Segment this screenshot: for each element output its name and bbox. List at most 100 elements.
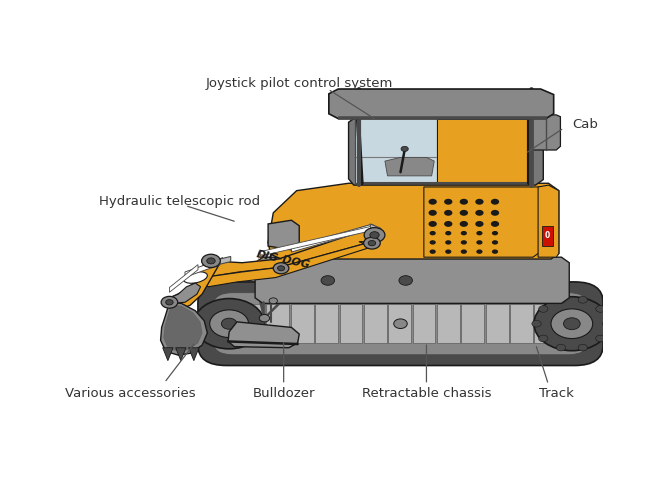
Bar [486,304,509,343]
Circle shape [476,250,482,254]
Circle shape [429,240,436,245]
Circle shape [165,300,173,305]
Circle shape [444,199,452,204]
Polygon shape [348,117,543,185]
Text: Track: Track [539,387,574,400]
Polygon shape [163,348,173,360]
Circle shape [460,221,468,227]
Bar [340,304,362,343]
Circle shape [475,210,484,216]
Bar [315,304,338,343]
Polygon shape [163,305,202,351]
Circle shape [491,210,499,216]
Circle shape [475,199,484,204]
Circle shape [461,240,467,245]
Circle shape [532,320,541,327]
Polygon shape [200,241,372,287]
Polygon shape [385,157,434,176]
Bar [535,304,557,343]
Polygon shape [228,322,299,348]
Circle shape [460,210,468,216]
Polygon shape [437,119,531,183]
Polygon shape [268,220,299,250]
Circle shape [556,297,565,303]
Text: Cab: Cab [572,118,598,131]
Bar [510,304,533,343]
Circle shape [461,250,467,254]
Bar [542,226,553,246]
Circle shape [429,221,437,227]
Bar [291,304,314,343]
Circle shape [491,221,499,227]
Circle shape [394,319,407,328]
Polygon shape [161,302,207,355]
Circle shape [539,306,548,312]
Circle shape [444,221,452,227]
Circle shape [445,231,452,235]
Circle shape [429,199,437,204]
Circle shape [534,297,610,351]
Bar [437,304,460,343]
Circle shape [492,231,498,235]
Circle shape [563,318,580,330]
Text: 🐾: 🐾 [256,253,263,263]
FancyBboxPatch shape [213,293,588,355]
Circle shape [445,240,452,245]
Circle shape [492,240,498,245]
Polygon shape [531,115,560,150]
Circle shape [269,298,277,304]
Circle shape [277,266,285,271]
Circle shape [210,310,249,337]
Polygon shape [185,260,220,277]
Circle shape [364,237,381,249]
Circle shape [429,250,436,254]
Polygon shape [255,257,570,303]
Circle shape [161,296,178,308]
Ellipse shape [184,272,207,283]
Circle shape [273,263,289,274]
Text: Bulldozer: Bulldozer [253,387,315,400]
Polygon shape [168,283,200,303]
Circle shape [369,240,376,246]
Circle shape [202,254,220,267]
Circle shape [556,344,565,351]
Text: Joystick pilot control system: Joystick pilot control system [206,77,393,90]
Circle shape [444,210,452,216]
Circle shape [445,250,452,254]
Bar [389,304,411,343]
Polygon shape [291,225,371,252]
Circle shape [207,258,215,264]
Circle shape [602,320,612,327]
Bar [413,304,436,343]
Circle shape [461,231,467,235]
Circle shape [475,221,484,227]
Bar [364,304,387,343]
Circle shape [596,335,605,342]
FancyBboxPatch shape [198,282,603,365]
Text: Hydraulic telescopic rod: Hydraulic telescopic rod [99,195,261,208]
Text: 0: 0 [545,231,550,240]
Circle shape [491,199,499,204]
Polygon shape [170,264,198,292]
Bar [462,304,484,343]
Polygon shape [371,224,381,234]
Circle shape [539,335,548,342]
Circle shape [596,306,605,312]
Circle shape [429,231,436,235]
Circle shape [399,276,413,285]
Circle shape [401,146,408,152]
Polygon shape [268,183,559,259]
Bar [267,304,289,343]
Polygon shape [176,348,186,360]
Text: Retractable chassis: Retractable chassis [362,387,491,400]
Polygon shape [189,348,199,360]
Circle shape [321,276,334,285]
Circle shape [551,309,593,338]
Circle shape [578,297,588,303]
Polygon shape [329,89,553,119]
Circle shape [492,250,498,254]
Circle shape [476,231,482,235]
Polygon shape [355,118,437,183]
Polygon shape [168,258,223,311]
Polygon shape [260,227,371,256]
